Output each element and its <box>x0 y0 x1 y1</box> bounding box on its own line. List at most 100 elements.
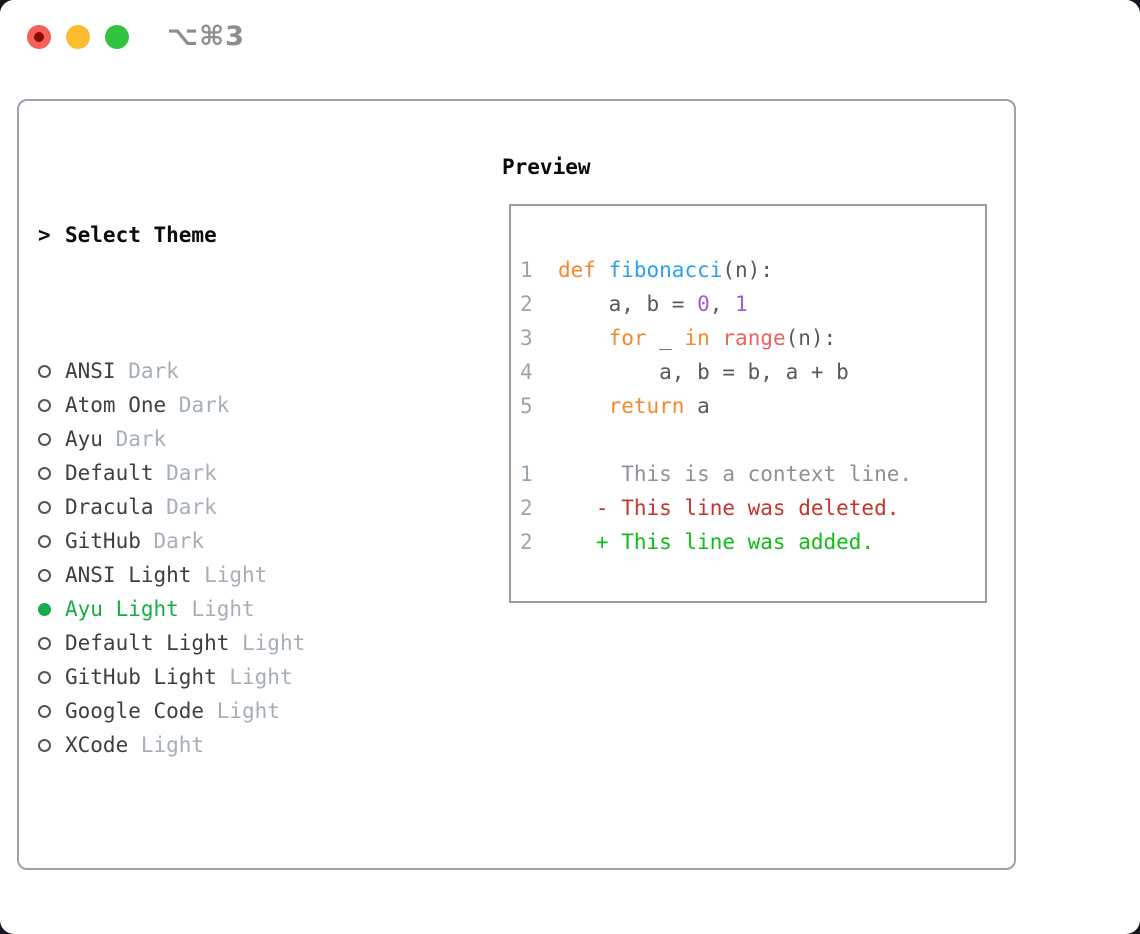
code-token: 1 <box>735 292 748 316</box>
theme-variant: Dark <box>153 495 217 519</box>
code-token: in <box>684 326 710 350</box>
radio-dot <box>38 738 51 752</box>
blank-line <box>520 423 977 457</box>
theme-variant: Light <box>128 733 205 757</box>
minimize-button-icon[interactable] <box>66 25 90 49</box>
theme-name: Dracula <box>65 495 154 519</box>
title-bar: ⌥⌘3 <box>0 0 1140 98</box>
theme-option-ansi-light[interactable]: ANSI Light Light <box>38 558 438 592</box>
radio-icon <box>38 670 65 684</box>
radio-dot <box>38 602 51 616</box>
code-line: 5 return a <box>520 389 977 423</box>
focus-cursor-icon: > <box>38 223 51 247</box>
theme-option-github-light[interactable]: GitHub Light Light <box>38 660 438 694</box>
theme-option-default-light[interactable]: Default Light Light <box>38 626 438 660</box>
theme-option-github[interactable]: GitHub Dark <box>38 524 438 558</box>
code-token: a <box>684 394 710 418</box>
theme-name: Default Light <box>65 631 230 655</box>
code-token: This is a context line. <box>558 462 913 486</box>
code-token: + This line was added. <box>558 530 875 554</box>
radio-dot <box>38 704 51 718</box>
theme-option-dracula[interactable]: Dracula Dark <box>38 490 438 524</box>
radio-dot <box>38 466 51 480</box>
radio-icon <box>38 738 65 752</box>
line-number: 2 <box>520 496 533 520</box>
theme-variant: Light <box>178 597 255 621</box>
theme-variant: Light <box>216 665 293 689</box>
theme-name: GitHub Light <box>65 665 217 689</box>
theme-variant: Dark <box>166 393 230 417</box>
diff-line-deleted: 2 - This line was deleted. <box>520 491 977 525</box>
radio-dot <box>38 670 51 684</box>
theme-name: XCode <box>65 733 129 757</box>
code-preview: 1 def fibonacci(n): 2 a, b = 0, 1 3 for _ i… <box>511 206 985 559</box>
code-line: 2 a, b = 0, 1 <box>520 287 977 321</box>
radio-icon <box>38 432 65 446</box>
code-token: a, b = b, a + b <box>558 360 849 384</box>
radio-dot <box>38 568 51 582</box>
theme-name: GitHub <box>65 529 141 553</box>
select-theme-title: Select Theme <box>65 223 217 247</box>
code-token: return <box>608 394 685 418</box>
theme-option-xcode[interactable]: XCode Light <box>38 728 438 762</box>
close-button-icon[interactable] <box>27 25 51 49</box>
line-number: 2 <box>520 530 533 554</box>
theme-option-atom-one[interactable]: Atom One Dark <box>38 388 438 422</box>
theme-variant: Dark <box>115 359 179 383</box>
theme-name: ANSI <box>65 359 116 383</box>
radio-dot <box>38 636 51 650</box>
spacer <box>38 864 438 898</box>
radio-icon <box>38 500 65 514</box>
code-token <box>558 394 609 418</box>
code-token: - This line was deleted. <box>558 496 900 520</box>
theme-option-ansi[interactable]: ANSI Dark <box>38 354 438 388</box>
diff-line-added: 2 + This line was added. <box>520 525 977 559</box>
theme-variant: Dark <box>140 529 205 553</box>
code-token: fibonacci <box>608 258 723 282</box>
radio-dot <box>38 398 51 412</box>
theme-option-default[interactable]: Default Dark <box>38 456 438 490</box>
theme-variant: Dark <box>102 427 167 451</box>
theme-option-ayu-light[interactable]: Ayu Light Light <box>38 592 438 626</box>
code-token: range <box>722 326 786 350</box>
theme-name: Atom One <box>65 393 167 417</box>
zoom-button-icon[interactable] <box>105 25 129 49</box>
radio-selected-icon <box>38 602 65 616</box>
code-token: (n): <box>722 258 773 282</box>
select-theme-header: > Select Theme <box>38 218 438 252</box>
radio-icon <box>38 704 65 718</box>
line-number: 1 <box>520 462 533 486</box>
radio-icon <box>38 466 65 480</box>
theme-list: ANSI Dark Atom One Dark Ayu Dark Default Da… <box>38 354 438 762</box>
keyboard-shortcut-label: ⌥⌘3 <box>167 21 245 52</box>
code-token <box>596 258 609 282</box>
theme-option-ayu[interactable]: Ayu Dark <box>38 422 438 456</box>
code-token: , <box>709 292 736 316</box>
diff-line-context: 1 This is a context line. <box>520 457 977 491</box>
theme-picker-column: > Select Theme ANSI Dark Atom One Dark Ayu… <box>38 150 438 934</box>
theme-name: Ayu <box>65 427 103 451</box>
line-number: 5 <box>520 394 533 418</box>
code-token: a, b = <box>558 292 698 316</box>
theme-picker-panel: > Select Theme ANSI Dark Atom One Dark Ayu… <box>17 99 1016 870</box>
code-token: def <box>558 258 596 282</box>
code-token <box>558 326 609 350</box>
code-token: for <box>608 326 647 350</box>
preview-title: Preview <box>502 155 591 179</box>
theme-name: Ayu Light <box>65 597 179 621</box>
radio-icon <box>38 636 65 650</box>
theme-option-google-code[interactable]: Google Code Light <box>38 694 438 728</box>
theme-name: ANSI Light <box>65 563 192 587</box>
radio-icon <box>38 398 65 412</box>
code-line: 4 a, b = b, a + b <box>520 355 977 389</box>
code-token: 0 <box>697 292 710 316</box>
line-number: 3 <box>520 326 533 350</box>
radio-dot <box>38 500 51 514</box>
theme-variant: Light <box>204 699 280 723</box>
code-token: _ <box>646 326 685 350</box>
theme-variant: Light <box>191 563 268 587</box>
theme-variant: Dark <box>153 461 217 485</box>
theme-variant: Light <box>229 631 306 655</box>
line-number: 1 <box>520 258 533 282</box>
radio-dot <box>38 432 51 446</box>
